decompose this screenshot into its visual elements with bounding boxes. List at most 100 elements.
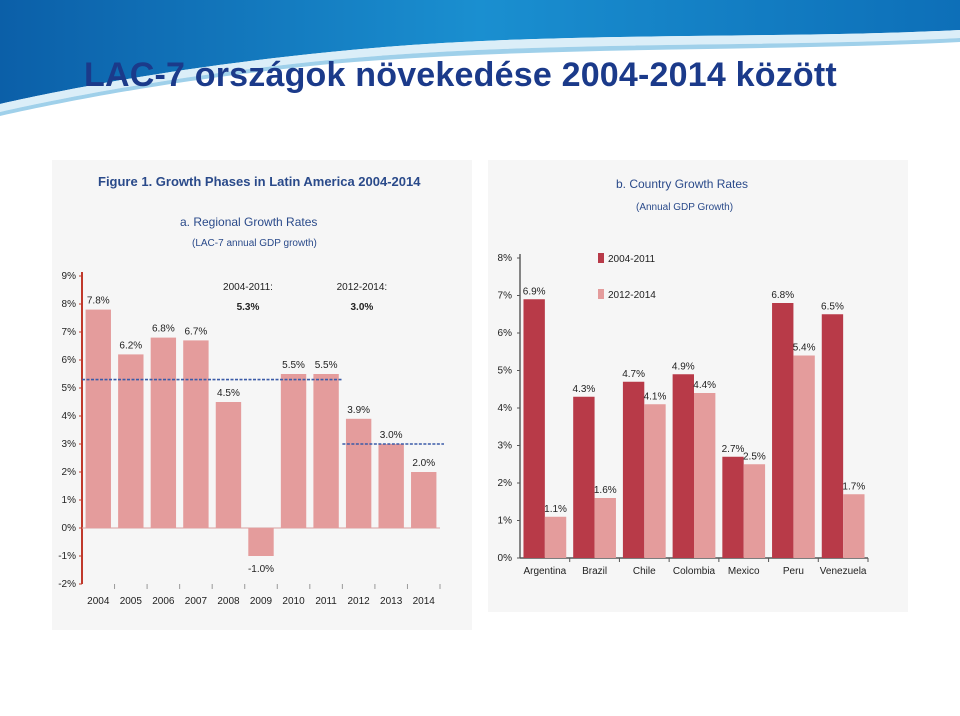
bar-Mexico-2012-2014 — [743, 464, 766, 558]
y-tick-label: 1% — [498, 516, 513, 527]
y-tick-label: 1% — [62, 495, 77, 506]
bar-value-label: -1.0% — [248, 564, 274, 575]
y-tick-label: 4% — [498, 403, 513, 414]
x-tick-label: 2007 — [185, 596, 208, 607]
x-tick-label: Venezuela — [820, 566, 867, 577]
y-tick-label: 5% — [498, 366, 513, 377]
y-tick-label: 7% — [62, 327, 77, 338]
bar-value-label: 1.1% — [544, 504, 567, 515]
figure-title: Figure 1. Growth Phases in Latin America… — [98, 174, 421, 189]
x-tick-label: 2012 — [348, 596, 371, 607]
y-tick-label: 6% — [498, 328, 513, 339]
bar-Venezuela-2012-2014 — [843, 494, 865, 558]
x-tick-label: 2008 — [217, 596, 240, 607]
y-tick-label: 3% — [498, 441, 513, 452]
bar-value-label: 1.6% — [594, 485, 617, 496]
legend-swatch — [598, 253, 604, 263]
bar-2007 — [183, 340, 209, 528]
bar-Argentina-2012-2014 — [544, 516, 567, 558]
bar-Brazil-2004-2011 — [573, 396, 595, 558]
y-tick-label: 5% — [62, 383, 77, 394]
bar-value-label: 2.7% — [722, 444, 745, 455]
average-period-label: 2012-2014: — [337, 282, 388, 293]
bar-value-label: 1.7% — [842, 481, 865, 492]
average-period-label: 2004-2011: — [223, 282, 273, 293]
bar-value-label: 4.5% — [217, 388, 240, 399]
legend-label: 2004-2011 — [608, 254, 656, 265]
bar-2011 — [313, 374, 339, 528]
bar-value-label: 6.5% — [821, 301, 844, 312]
chart-b-title: b. Country Growth Rates — [616, 177, 748, 191]
bar-value-label: 2.0% — [412, 458, 435, 469]
bar-Chile-2012-2014 — [644, 404, 666, 558]
bar-value-label: 4.7% — [622, 369, 645, 380]
x-tick-label: Colombia — [673, 566, 716, 577]
legend-swatch — [598, 289, 604, 299]
bar-value-label: 6.8% — [152, 324, 175, 335]
slide-title: LAC-7 országok növekedése 2004-2014 közö… — [84, 56, 837, 94]
y-tick-label: -2% — [58, 579, 76, 590]
bar-Brazil-2012-2014 — [594, 498, 616, 558]
bar-value-label: 3.9% — [347, 405, 370, 416]
y-tick-label: 8% — [498, 253, 513, 264]
bar-value-label: 4.9% — [672, 361, 695, 372]
y-tick-label: 2% — [498, 478, 513, 489]
bar-value-label: 6.8% — [771, 290, 794, 301]
y-tick-label: 9% — [62, 271, 77, 282]
bar-value-label: 6.2% — [119, 340, 142, 351]
bar-2005 — [118, 354, 144, 528]
country-growth-chart: b. Country Growth Rates (Annual GDP Grow… — [498, 177, 869, 577]
y-tick-label: 3% — [62, 439, 77, 450]
bar-2012 — [345, 418, 372, 528]
title-banner — [0, 0, 960, 116]
legend-label: 2012-2014 — [608, 290, 656, 301]
y-tick-label: 6% — [62, 355, 77, 366]
bar-value-label: 7.8% — [87, 296, 110, 307]
x-tick-label: 2011 — [315, 596, 337, 607]
bar-value-label: 5.5% — [282, 360, 305, 371]
bar-Peru-2012-2014 — [793, 355, 815, 558]
y-tick-label: 8% — [62, 299, 77, 310]
country-growth-panel: b. Country Growth Rates (Annual GDP Grow… — [488, 160, 908, 612]
bar-2006 — [150, 337, 177, 528]
y-tick-label: -1% — [58, 551, 76, 562]
bar-2009 — [248, 528, 274, 556]
bar-value-label: 4.1% — [644, 391, 667, 402]
y-tick-label: 0% — [498, 553, 513, 564]
x-tick-label: 2009 — [250, 596, 273, 607]
bar-Venezuela-2004-2011 — [821, 314, 844, 558]
bar-Colombia-2012-2014 — [694, 393, 716, 558]
regional-growth-panel: Figure 1. Growth Phases in Latin America… — [52, 160, 472, 630]
bar-Chile-2004-2011 — [622, 381, 645, 558]
bar-value-label: 4.4% — [693, 380, 716, 391]
bar-Argentina-2004-2011 — [523, 299, 545, 558]
y-tick-label: 4% — [62, 411, 77, 422]
regional-growth-chart: Figure 1. Growth Phases in Latin America… — [58, 174, 444, 607]
x-tick-label: Brazil — [582, 566, 607, 577]
y-tick-label: 2% — [62, 467, 77, 478]
x-tick-label: 2005 — [120, 596, 143, 607]
chart-a-title: a. Regional Growth Rates — [180, 215, 317, 229]
chart-a-subtitle: (LAC-7 annual GDP growth) — [192, 238, 317, 249]
bar-value-label: 3.0% — [380, 430, 403, 441]
x-tick-label: 2013 — [380, 596, 403, 607]
bar-value-label: 5.5% — [315, 360, 338, 371]
average-value-label: 5.3% — [237, 302, 260, 313]
bar-2004 — [85, 309, 111, 528]
x-tick-label: Chile — [633, 566, 656, 577]
chart-b-subtitle: (Annual GDP Growth) — [636, 202, 733, 213]
x-tick-label: Peru — [783, 566, 804, 577]
bar-Peru-2004-2011 — [772, 303, 794, 558]
bar-2013 — [378, 444, 404, 528]
bar-value-label: 6.9% — [523, 286, 546, 297]
x-tick-label: Mexico — [728, 566, 760, 577]
bar-Colombia-2004-2011 — [672, 374, 694, 558]
bar-value-label: 2.5% — [743, 451, 766, 462]
bar-value-label: 6.7% — [185, 326, 208, 337]
average-value-label: 3.0% — [350, 302, 373, 313]
bar-2008 — [215, 402, 242, 528]
bar-value-label: 4.3% — [572, 384, 595, 395]
bar-2014 — [411, 472, 437, 528]
x-tick-label: Argentina — [523, 566, 566, 577]
bar-2010 — [280, 374, 307, 528]
